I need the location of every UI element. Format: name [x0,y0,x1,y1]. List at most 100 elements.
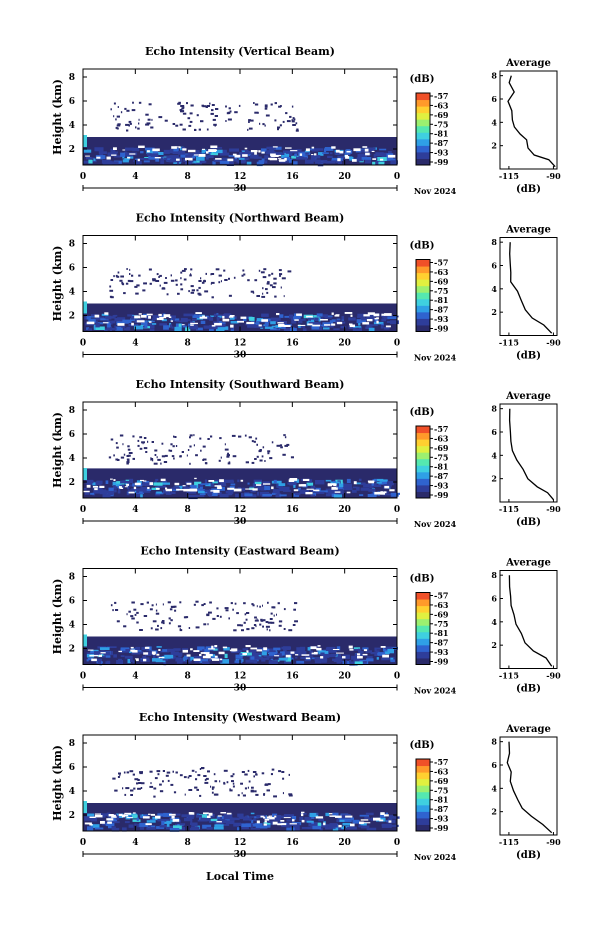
profile-y-tick-label: 2 [491,807,497,817]
echo-cell [139,813,142,816]
echo-cell [135,158,140,161]
echo-speck [136,621,139,624]
echo-speck [283,295,285,298]
echo-speck [246,628,250,631]
echo-cell [146,827,152,830]
echo-cell [225,818,230,821]
echo-speck [186,454,188,457]
echo-cell [87,813,95,818]
echo-cell [118,658,122,662]
colorbar-tick-label: -81 [434,295,448,305]
echo-gap [324,324,331,326]
echo-cell [359,494,364,496]
echo-gap [306,315,313,318]
echo-cell [373,482,377,486]
echo-cell [249,317,255,321]
echo-gap [362,146,368,148]
echo-cell [170,651,179,656]
echo-cell [99,647,110,650]
echo-speck [199,437,202,440]
echo-cell [379,148,387,151]
echo-cell [217,320,222,324]
echo-gap [89,823,93,826]
echo-speck [127,279,131,282]
echo-gap [337,158,341,162]
echo-cell [299,489,310,494]
echo-speck [224,607,229,610]
colorbar-swatch [416,445,430,453]
echo-speck [265,625,270,628]
echo-speck [141,782,145,785]
echo-cell [140,151,144,154]
echo-cell [310,157,316,162]
echo-cell [124,151,128,156]
echo-cell [261,148,267,152]
echo-speck [256,455,259,458]
heatmap-field [83,767,400,832]
echo-cell [152,318,155,320]
echo-speck [112,777,116,780]
echo-gap [217,815,222,817]
echo-speck [175,124,179,127]
echo-gap [110,478,113,480]
echo-speck [258,269,261,272]
echo-cell [121,325,126,328]
echo-gap [301,819,305,823]
echo-gap [373,817,381,821]
echo-gap [165,488,172,492]
echo-cell [332,812,339,817]
echo-speck [125,282,129,285]
echo-speck [139,629,143,631]
y-tick-label: 4 [69,787,75,797]
echo-cell [281,153,290,158]
echo-cell [142,481,153,486]
echo-cell [360,487,370,491]
echo-speck [151,459,154,462]
echo-gap [331,312,334,315]
echo-speck [269,629,271,632]
echo-speck [211,273,215,275]
echo-speck [233,276,236,279]
echo-cell [199,814,207,818]
echo-cell [382,493,392,496]
echo-cell [122,159,129,163]
echo-cell [236,160,247,163]
echo-cell [390,320,399,325]
echo-speck [215,268,220,271]
echo-cell [263,655,269,658]
echo-cell [283,156,291,161]
echo-cell [368,327,375,332]
echo-speck [262,625,264,628]
echo-cell [183,313,193,317]
echo-cell [303,651,307,655]
echo-cell [175,813,181,816]
echo-gap [310,646,317,650]
echo-cell [315,480,325,485]
echo-cell [288,159,293,163]
colorbar-swatch [416,631,430,639]
echo-cell [101,816,106,818]
echo-speck [274,102,277,105]
echo-speck [178,101,181,104]
echo-speck [264,783,269,786]
echo-cell [361,317,370,321]
echo-cell [317,822,322,827]
echo-cell [136,817,139,821]
echo-gap [263,823,267,826]
echo-cell [336,318,341,321]
echo-gap [130,646,134,649]
echo-speck [161,442,164,445]
echo-cell [262,481,270,484]
echo-gap [182,485,186,487]
echo-gap [263,483,271,485]
echo-gap [280,820,285,822]
echo-speck [152,620,157,623]
echo-gap [277,322,284,324]
echo-speck [260,271,265,274]
profile-y-tick-label: 8 [491,404,497,414]
echo-speck [206,128,209,131]
echo-gap [246,321,255,325]
colorbar-unit: (dB) [410,574,435,585]
echo-cell [246,161,252,166]
x-tick-label: 20 [338,672,351,682]
